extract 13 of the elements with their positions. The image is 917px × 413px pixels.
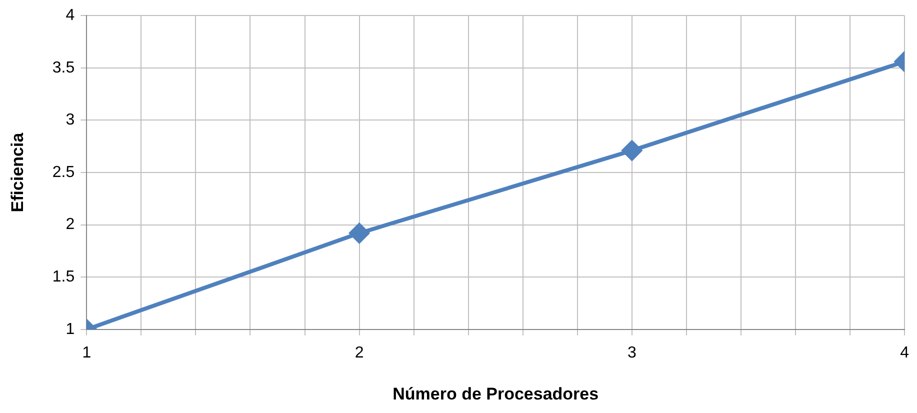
x-tick-label: 4 bbox=[900, 344, 910, 362]
y-tick-label: 3.5 bbox=[52, 59, 75, 76]
y-tick-label: 2.5 bbox=[52, 164, 75, 181]
y-tick-label: 1 bbox=[66, 320, 75, 338]
y-axis-title: Eficiencia bbox=[8, 132, 27, 212]
x-tick-label: 1 bbox=[82, 344, 92, 362]
y-tick-label: 2 bbox=[66, 216, 75, 234]
x-axis-title: Número de Procesadores bbox=[392, 384, 599, 404]
x-tick-label: 2 bbox=[354, 344, 364, 362]
x-tick-label: 3 bbox=[627, 344, 636, 362]
y-tick-label: 4 bbox=[66, 7, 75, 24]
y-tick-label: 3 bbox=[66, 112, 75, 129]
y-tick-label: 1.5 bbox=[52, 268, 75, 286]
